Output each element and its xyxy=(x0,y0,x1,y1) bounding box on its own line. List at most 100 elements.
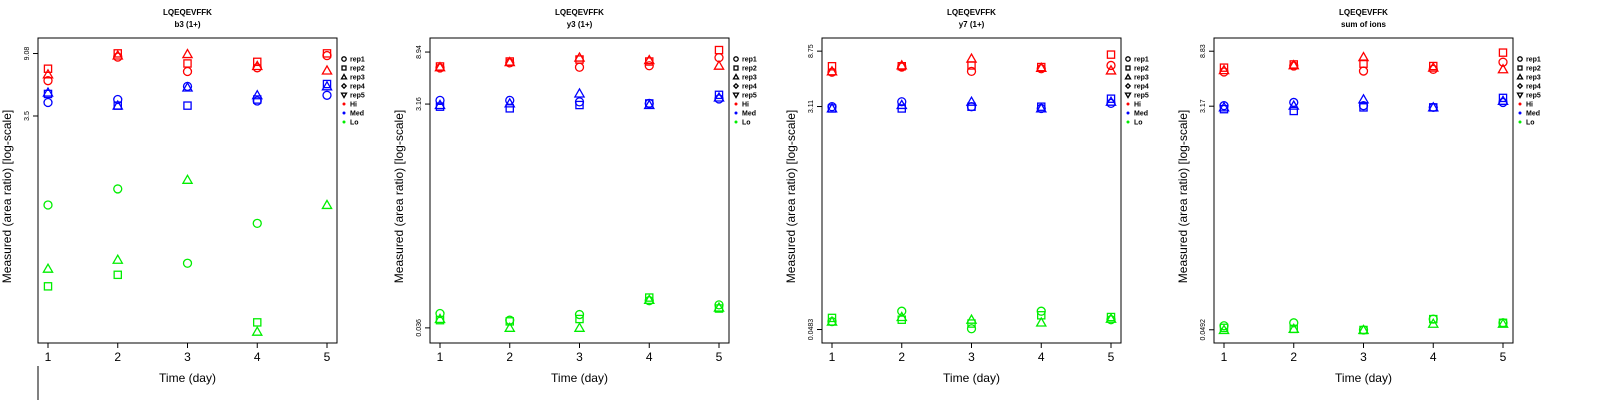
legend-label: Hi xyxy=(1526,102,1533,109)
x-axis-label: Time (day) xyxy=(943,371,1000,385)
data-point-med xyxy=(1357,93,1370,104)
legend-symbol xyxy=(1126,102,1130,106)
legend-symbol xyxy=(341,56,347,62)
data-point-hi xyxy=(1358,66,1369,76)
legend-symbol xyxy=(1517,56,1523,62)
legend-label: Lo xyxy=(742,120,751,127)
data-point-med xyxy=(321,80,333,91)
legend-label: rep3 xyxy=(1526,75,1541,82)
data-point-med xyxy=(1288,99,1300,110)
y-tick-label: 0.0492 xyxy=(1200,319,1207,341)
legend-label: rep2 xyxy=(1134,66,1149,73)
data-point-lo xyxy=(965,313,978,324)
plot-frame xyxy=(821,37,1122,344)
y-tick-label: 3.16 xyxy=(416,97,423,111)
data-point-lo xyxy=(1105,312,1117,323)
data-point-lo xyxy=(645,293,654,302)
legend-symbol xyxy=(732,73,740,80)
legend-symbol xyxy=(733,56,739,62)
legend-label: rep5 xyxy=(350,93,365,100)
chart-subtitle: b3 (1+) xyxy=(174,20,200,29)
data-point-med xyxy=(1035,102,1047,113)
chart-subtitle: y3 (1+) xyxy=(567,20,593,29)
data-point-hi xyxy=(1035,61,1047,72)
legend-label: Med xyxy=(1134,111,1148,118)
chart-title: LQEQEVFFK xyxy=(555,8,604,17)
y-tick-label: 9.08 xyxy=(24,47,31,61)
chart-panel-2: LQEQEVFFK y3 (1+) 1 2 3 4 5 8.94 3.16 0.036 Time (… xyxy=(392,8,757,385)
x-tick-label: 5 xyxy=(1500,350,1507,364)
chart-panel-4: LQEQEVFFK sum of ions 1 2 3 4 5 8.83 3.17 0.0492 T… xyxy=(1176,8,1541,385)
legend-label: rep5 xyxy=(1134,93,1149,100)
legend-label: Med xyxy=(742,111,756,118)
data-point-med xyxy=(1106,94,1116,103)
data-point-lo xyxy=(182,258,193,268)
data-point-hi xyxy=(826,65,838,76)
data-point-lo xyxy=(643,293,655,304)
data-point-med xyxy=(713,91,725,102)
data-point-hi xyxy=(434,61,446,72)
x-tick-label: 2 xyxy=(114,350,121,364)
data-point-lo xyxy=(827,313,837,323)
legend-label: rep1 xyxy=(742,57,757,64)
data-point-hi xyxy=(573,51,586,62)
x-tick-label: 5 xyxy=(1108,350,1115,364)
data-point-hi xyxy=(43,64,53,73)
data-point-med xyxy=(643,99,655,110)
data-point-med xyxy=(505,104,514,113)
data-point-hi xyxy=(43,76,53,86)
x-tick-label: 5 xyxy=(716,350,723,364)
data-point-hi xyxy=(574,62,585,72)
legend-symbol xyxy=(1126,120,1130,124)
legend-label: Lo xyxy=(350,120,359,127)
data-point-hi xyxy=(42,68,54,79)
x-tick-label: 3 xyxy=(1360,350,1367,364)
data-point-hi xyxy=(1357,51,1370,62)
chart-title: LQEQEVFFK xyxy=(163,8,212,17)
data-point-hi xyxy=(1498,48,1508,57)
data-point-hi xyxy=(1106,50,1116,59)
data-point-hi xyxy=(251,60,263,71)
legend-label: rep5 xyxy=(742,93,757,100)
chart-title: LQEQEVFFK xyxy=(1339,8,1388,17)
legend-label: rep4 xyxy=(1134,84,1149,91)
data-point-hi xyxy=(1218,64,1230,75)
data-point-med xyxy=(826,102,838,113)
y-tick-label: 8.94 xyxy=(416,45,423,59)
x-tick-label: 1 xyxy=(45,350,52,364)
x-axis-label: Time (day) xyxy=(1335,371,1392,385)
data-point-lo xyxy=(1288,322,1300,334)
data-point-lo xyxy=(42,262,54,273)
legend-symbol xyxy=(1516,82,1524,90)
data-point-hi xyxy=(643,54,655,65)
data-point-hi xyxy=(182,66,193,77)
data-point-lo xyxy=(1289,318,1299,328)
legend-label: rep2 xyxy=(1526,66,1541,73)
y-tick-label: 3.17 xyxy=(1200,99,1207,113)
legend-symbol xyxy=(1125,65,1131,71)
x-tick-label: 3 xyxy=(576,350,583,364)
x-axis-label: Time (day) xyxy=(159,371,216,385)
data-point-lo xyxy=(713,301,725,312)
data-point-med xyxy=(42,86,54,97)
chart-title: LQEQEVFFK xyxy=(947,8,996,17)
data-point-hi xyxy=(322,50,332,61)
legend-label: Hi xyxy=(742,102,749,109)
legend-symbol xyxy=(340,82,348,90)
data-point-hi xyxy=(1106,60,1116,71)
data-point-med xyxy=(1105,95,1117,106)
data-point-hi xyxy=(321,64,333,75)
x-tick-label: 2 xyxy=(506,350,513,364)
legend-symbol xyxy=(340,73,348,80)
legend-symbol xyxy=(341,65,347,71)
legend-label: rep3 xyxy=(742,75,757,82)
legend-symbol xyxy=(1517,65,1523,71)
data-point-med xyxy=(1289,106,1299,116)
legend-symbol xyxy=(734,111,738,115)
data-point-lo xyxy=(1497,317,1509,328)
data-point-hi xyxy=(252,57,262,67)
legend-symbol xyxy=(1125,56,1131,62)
x-tick-label: 1 xyxy=(829,350,836,364)
x-tick-label: 1 xyxy=(437,350,444,364)
legend-symbol xyxy=(732,82,740,90)
